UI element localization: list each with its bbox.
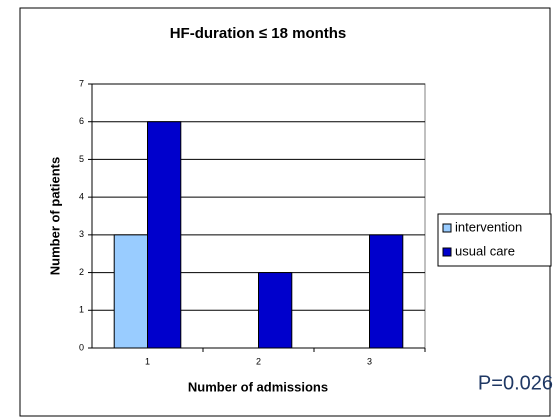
bar xyxy=(147,121,182,349)
legend-label: intervention xyxy=(455,219,522,234)
annotation: P=0.026 xyxy=(478,372,553,394)
legend-label: usual care xyxy=(455,243,515,258)
y-tick-label: 5 xyxy=(79,154,84,164)
x-axis-label: Number of admissions xyxy=(188,379,328,394)
y-tick-label: 3 xyxy=(79,229,84,239)
y-tick-label: 7 xyxy=(79,78,84,88)
y-tick-label: 2 xyxy=(79,267,84,277)
legend-box xyxy=(437,213,552,267)
bar xyxy=(369,234,404,349)
y-tick-label: 4 xyxy=(79,192,84,202)
legend-swatch xyxy=(442,223,452,233)
legend-swatch xyxy=(442,247,452,257)
chart-title: HF-duration ≤ 18 months xyxy=(170,25,347,42)
y-axis-label: Number of patients xyxy=(47,157,62,275)
x-tick-label: 1 xyxy=(145,356,150,366)
bar xyxy=(113,234,148,349)
bar xyxy=(258,272,293,349)
y-tick-label: 0 xyxy=(79,342,84,352)
x-tick-label: 2 xyxy=(256,356,261,366)
x-tick-label: 3 xyxy=(367,356,372,366)
y-tick-label: 1 xyxy=(79,305,84,315)
y-tick-label: 6 xyxy=(79,116,84,126)
